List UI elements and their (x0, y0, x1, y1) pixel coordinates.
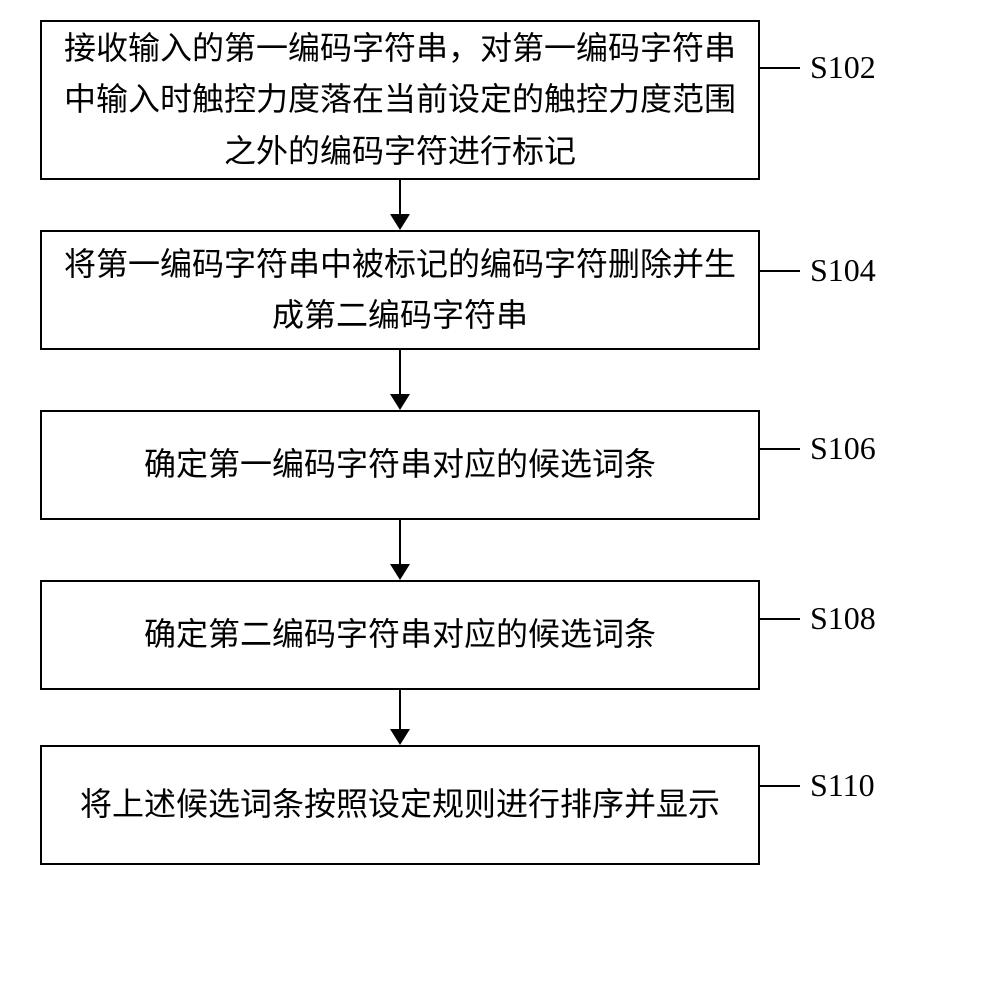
flow-step-row: 确定第一编码字符串对应的候选词条 S106 (40, 410, 940, 520)
connector-line (760, 270, 800, 272)
arrow-head-icon (390, 214, 410, 230)
arrow-line (399, 180, 401, 214)
label-connector: S110 (760, 767, 875, 804)
flowchart-container: 接收输入的第一编码字符串，对第一编码字符串中输入时触控力度落在当前设定的触控力度… (40, 20, 940, 865)
flow-arrow (40, 350, 760, 410)
arrow-line (399, 690, 401, 729)
flow-step-row: 确定第二编码字符串对应的候选词条 S108 (40, 580, 940, 690)
step-id-label: S108 (810, 600, 876, 637)
flow-step-row: 接收输入的第一编码字符串，对第一编码字符串中输入时触控力度落在当前设定的触控力度… (40, 20, 940, 180)
label-connector: S102 (760, 49, 876, 86)
label-connector: S104 (760, 252, 876, 289)
flow-arrow (40, 520, 760, 580)
flow-step-box: 将上述候选词条按照设定规则进行排序并显示 (40, 745, 760, 865)
arrow-line (399, 350, 401, 394)
connector-line (760, 618, 800, 620)
flow-step-row: 将上述候选词条按照设定规则进行排序并显示 S110 (40, 745, 940, 865)
step-id-label: S110 (810, 767, 875, 804)
label-connector: S106 (760, 430, 876, 467)
connector-line (760, 785, 800, 787)
flow-step-box: 接收输入的第一编码字符串，对第一编码字符串中输入时触控力度落在当前设定的触控力度… (40, 20, 760, 180)
step-id-label: S106 (810, 430, 876, 467)
flow-step-box: 确定第二编码字符串对应的候选词条 (40, 580, 760, 690)
step-id-label: S104 (810, 252, 876, 289)
flow-arrow (40, 180, 760, 230)
connector-line (760, 448, 800, 450)
label-connector: S108 (760, 600, 876, 637)
flow-step-row: 将第一编码字符串中被标记的编码字符删除并生成第二编码字符串 S104 (40, 230, 940, 350)
flow-step-box: 确定第一编码字符串对应的候选词条 (40, 410, 760, 520)
connector-line (760, 67, 800, 69)
step-id-label: S102 (810, 49, 876, 86)
arrow-head-icon (390, 394, 410, 410)
flow-step-box: 将第一编码字符串中被标记的编码字符删除并生成第二编码字符串 (40, 230, 760, 350)
arrow-head-icon (390, 729, 410, 745)
arrow-head-icon (390, 564, 410, 580)
flow-arrow (40, 690, 760, 745)
arrow-line (399, 520, 401, 564)
